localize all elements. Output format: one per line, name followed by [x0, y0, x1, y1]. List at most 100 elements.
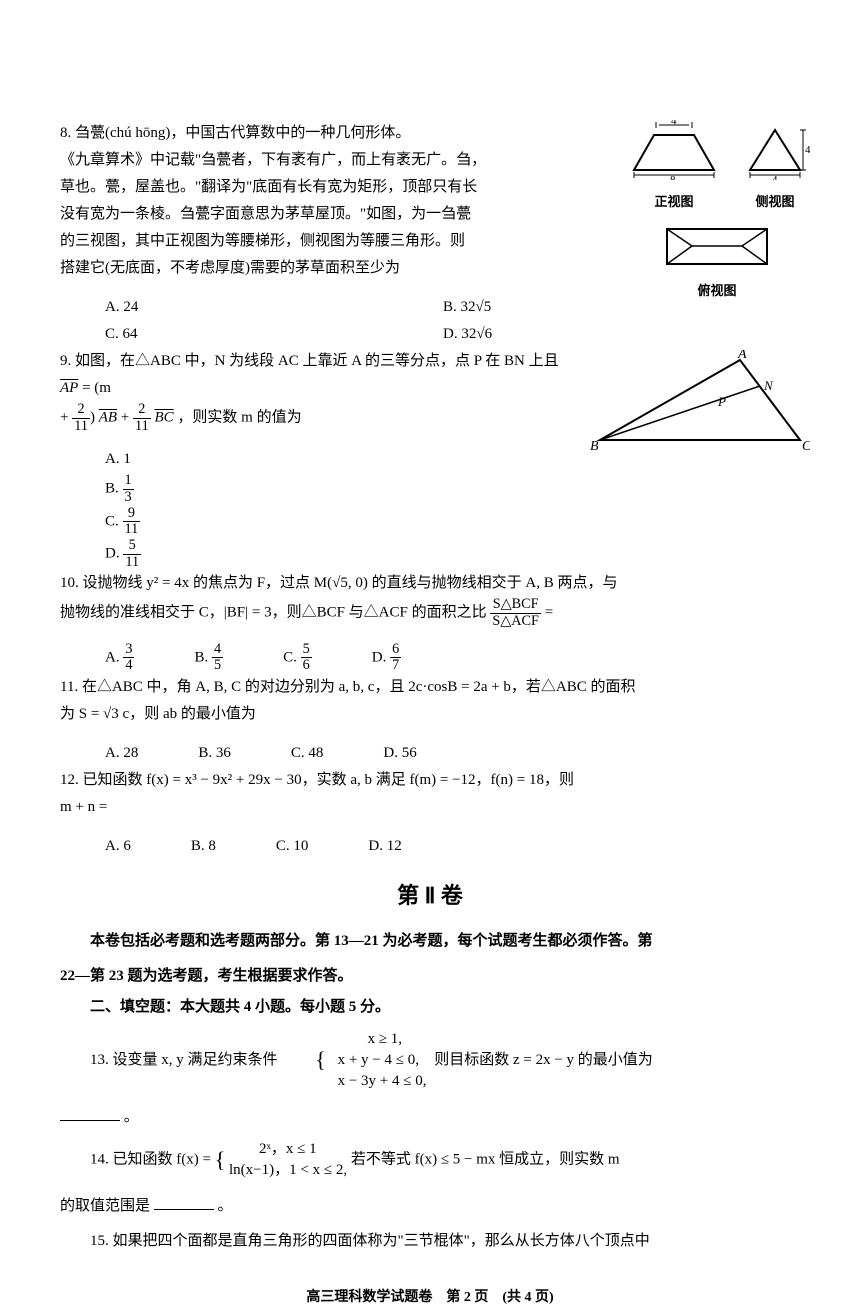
- q11-optD: D. 56: [383, 740, 416, 767]
- svg-text:C: C: [802, 439, 810, 454]
- q10-optA: A. 34: [105, 642, 134, 674]
- trapezoid-svg: 4 8: [624, 120, 724, 180]
- svg-text:B: B: [590, 439, 599, 454]
- question-11: 11. 在△ABC 中，角 A, B, C 的对边分别为 a, b, c，且 2…: [60, 674, 800, 728]
- q12-optA: A. 6: [105, 833, 131, 860]
- page-footer: 高三理科数学试题卷 第 2 页 (共 4 页): [60, 1285, 800, 1310]
- q14-blank: [154, 1209, 214, 1210]
- q11-optC: C. 48: [291, 740, 324, 767]
- front-view-label: 正视图: [624, 190, 724, 213]
- q14-c1: 2ˣ，x ≤ 1: [259, 1141, 317, 1157]
- q10-text2: 抛物线的准线相交于 C，|BF| = 3，则△BCF 与△ACF 的面积之比: [60, 605, 487, 621]
- instr-line2: 22—第 23 题为选考题，考生根据要求作答。: [60, 968, 353, 984]
- q10-optC: C. 56: [283, 642, 312, 674]
- question-14: 14. 已知函数 f(x) = { 2ˣ，x ≤ 1 ln(x−1)，1 < x…: [60, 1139, 800, 1181]
- q9-optC: C. 911: [105, 506, 247, 538]
- instructions: 本卷包括必考题和选考题两部分。第 13—21 为必考题，每个试题考生都必须作答。…: [60, 928, 800, 955]
- q13-constraints: {: [285, 1040, 326, 1080]
- q9-triangle-svg: A B C N P: [590, 350, 810, 460]
- q8-line4: 没有宽为一条棱。刍甍字面意思为茅草屋顶。"如图，为一刍甍: [60, 206, 471, 222]
- q13-blank-line: 。: [60, 1104, 800, 1131]
- q13-constraint-block: x ≥ 1, x + y − 4 ≤ 0, x − 3y + 4 ≤ 0,: [338, 1029, 427, 1092]
- front-view: 4 8 正视图: [624, 120, 724, 213]
- q9-number: 9.: [60, 353, 71, 369]
- q9-eq: = (m: [82, 380, 111, 396]
- question-10: 10. 设抛物线 y² = 4x 的焦点为 F，过点 M(√5, 0) 的直线与…: [60, 570, 800, 629]
- svg-text:4: 4: [805, 144, 810, 156]
- q9-optB: B. 13: [105, 473, 247, 505]
- q10-optD: D. 67: [372, 642, 401, 674]
- q12-number: 12.: [60, 772, 79, 788]
- q15-number: 15.: [90, 1233, 109, 1249]
- q13-c3: x − 3y + 4 ≤ 0,: [338, 1073, 427, 1089]
- q14-brace: {: [215, 1147, 226, 1172]
- topview-svg: [657, 219, 777, 269]
- q12-optC: C. 10: [276, 833, 309, 860]
- q9-optA: A. 1: [105, 446, 247, 473]
- q13-text1: 设变量 x, y 满足约束条件: [113, 1052, 278, 1068]
- q8-optD: D. 32√6: [443, 321, 721, 348]
- triangle-svg: 4 4: [740, 120, 810, 180]
- question-8: 8. 刍甍(chú hōng)，中国古代算数中的一种几何形体。 《九章算术》中记…: [60, 120, 560, 282]
- svg-text:A: A: [737, 350, 747, 362]
- q11-optB: B. 36: [198, 740, 231, 767]
- q8-optA: A. 24: [105, 294, 383, 321]
- q8-line1: 刍甍(chú hōng)，中国古代算数中的一种几何形体。: [75, 125, 410, 141]
- instr-line1: 本卷包括必考题和选考题两部分。第 13—21 为必考题，每个试题考生都必须作答。…: [90, 933, 653, 949]
- top-view-label: 俯视图: [657, 279, 777, 302]
- instr-line3-wrap: 二、填空题：本大题共 4 小题。每小题 5 分。: [60, 994, 800, 1021]
- side-view: 4 4 侧视图: [740, 120, 810, 213]
- q13-c1: x ≥ 1,: [368, 1031, 402, 1047]
- q10-optB: B. 45: [194, 642, 223, 674]
- q14-number: 14.: [90, 1151, 109, 1167]
- q8-figures: 4 8 正视图 4 4 侧视图: [624, 120, 810, 303]
- q10-text1: 设抛物线 y² = 4x 的焦点为 F，过点 M(√5, 0) 的直线与抛物线相…: [83, 575, 618, 591]
- q10-options: A. 34 B. 45 C. 56 D. 67: [60, 642, 800, 674]
- q9-options: A. 1 B. 13 C. 911 D. 511: [60, 446, 460, 570]
- q14-text3: 的取值范围是: [60, 1198, 150, 1214]
- fig-row-top: 4 8 正视图 4 4 侧视图: [624, 120, 810, 213]
- instr-line3: 二、填空题：本大题共 4 小题。每小题 5 分。: [90, 999, 390, 1015]
- top-view: 俯视图: [657, 219, 777, 302]
- q11-number: 11.: [60, 679, 78, 695]
- q14-cases: 2ˣ，x ≤ 1 ln(x−1)，1 < x ≤ 2,: [229, 1139, 347, 1181]
- q8-optC: C. 64: [105, 321, 383, 348]
- svg-text:P: P: [717, 394, 726, 409]
- side-view-label: 侧视图: [740, 190, 810, 213]
- q9-triangle: A B C N P: [590, 350, 810, 470]
- question-13: 13. 设变量 x, y 满足约束条件 { x ≥ 1, x + y − 4 ≤…: [60, 1029, 800, 1092]
- q14-text1: 已知函数 f(x) =: [113, 1151, 215, 1167]
- q12-optB: B. 8: [191, 833, 216, 860]
- q8-line5: 的三视图，其中正视图为等腰梯形，侧视图为等腰三角形。则: [60, 233, 465, 249]
- q9-text2: ，则实数 m 的值为: [177, 410, 301, 426]
- section-2-title: 第 Ⅱ 卷: [60, 876, 800, 916]
- q9-AP: AP: [60, 380, 78, 396]
- q14-c2: ln(x−1)，1 < x ≤ 2,: [229, 1162, 347, 1178]
- instr-line2-wrap: 22—第 23 题为选考题，考生根据要求作答。: [60, 963, 800, 990]
- svg-text:N: N: [763, 378, 774, 393]
- q13-number: 13.: [90, 1052, 109, 1068]
- q8-line6: 搭建它(无底面，不考虑厚度)需要的茅草面积至少为: [60, 260, 400, 276]
- q10-eq: =: [545, 605, 553, 621]
- q11-options: A. 28 B. 36 C. 48 D. 56: [60, 740, 800, 767]
- q10-number: 10.: [60, 575, 79, 591]
- q9-optD: D. 511: [105, 538, 247, 570]
- q9-plus2: +: [121, 410, 133, 426]
- q12-options: A. 6 B. 8 C. 10 D. 12: [60, 833, 800, 860]
- question-12: 12. 已知函数 f(x) = x³ − 9x² + 29x − 30，实数 a…: [60, 767, 800, 821]
- q8-line3: 草也。甍，屋盖也。"翻译为"底面有长有宽为矩形，顶部只有长: [60, 179, 477, 195]
- q14-text2: 若不等式 f(x) ≤ 5 − mx 恒成立，则实数 m: [351, 1151, 620, 1167]
- q12-text2: m + n =: [60, 799, 107, 815]
- q9-text1: 如图，在△ABC 中，N 为线段 AC 上靠近 A 的三等分点，点 P 在 BN…: [75, 353, 559, 369]
- q10-ratio: S△BCFS△ACF: [490, 597, 541, 629]
- q11-text1: 在△ABC 中，角 A, B, C 的对边分别为 a, b, c，且 2c·co…: [82, 679, 636, 695]
- q13-blank: [60, 1120, 120, 1121]
- question-9: 9. 如图，在△ABC 中，N 为线段 AC 上靠近 A 的三等分点，点 P 在…: [60, 348, 580, 434]
- q9-frac2: 211: [133, 402, 151, 434]
- q12-text1: 已知函数 f(x) = x³ − 9x² + 29x − 30，实数 a, b …: [83, 772, 575, 788]
- svg-text:4: 4: [772, 174, 778, 180]
- question-15: 15. 如果把四个面都是直角三角形的四面体称为"三节棍体"，那么从长方体八个顶点…: [60, 1228, 800, 1255]
- q9-AB: AB: [99, 410, 117, 426]
- q12-optD: D. 12: [368, 833, 401, 860]
- svg-text:8: 8: [670, 174, 676, 180]
